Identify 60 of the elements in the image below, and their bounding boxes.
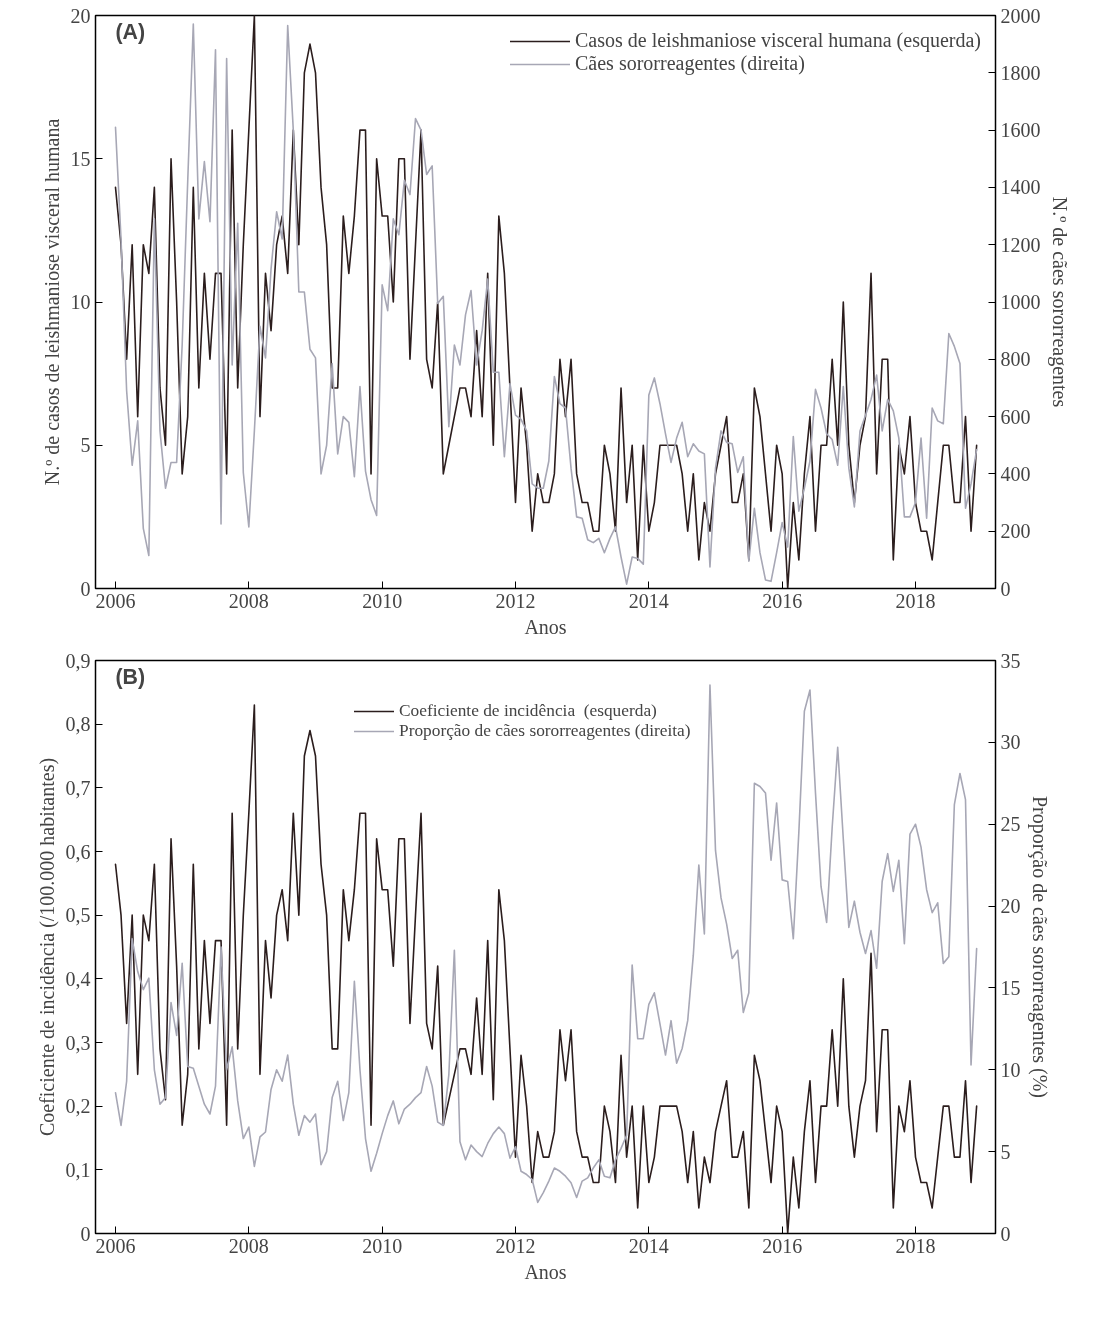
y-tick-label: 15 — [70, 147, 91, 170]
y-tick-label: 0,9 — [65, 649, 91, 672]
y2-axis-title: Proporção de cães sororreagentes (%) — [1027, 795, 1051, 1099]
y-tick-label: 10 — [70, 291, 91, 313]
y2-tick-label: 15 — [1000, 976, 1021, 999]
y2-tick-label: 0 — [1000, 577, 1011, 600]
y2-tick-label: 200 — [1000, 520, 1031, 543]
y2-tick-label: 5 — [1000, 1140, 1011, 1163]
y2-tick-label: 35 — [1000, 649, 1021, 672]
y2-tick-label: 800 — [1000, 348, 1031, 371]
annotation: (A) — [115, 19, 146, 44]
x-axis-title: Anos — [524, 615, 567, 638]
y-tick-label: 0,2 — [65, 1095, 91, 1118]
y-tick-label: 0,7 — [65, 776, 91, 799]
y2-tick-label: 600 — [1000, 405, 1031, 428]
x-tick-label: 2014 — [628, 1234, 669, 1257]
x-tick-label: 2016 — [762, 589, 803, 612]
x-tick-label: 2006 — [95, 589, 136, 612]
y2-tick-label: 1400 — [1000, 176, 1041, 199]
x-tick-label: 2008 — [228, 1234, 269, 1257]
x-axis-title: Anos — [524, 1260, 567, 1283]
x-tick-label: 2014 — [628, 589, 669, 612]
y-tick-label: 0,3 — [65, 1031, 91, 1054]
y-tick-label: 20 — [70, 4, 91, 27]
y-tick-label: 0,5 — [65, 904, 91, 927]
y-tick-label: 5 — [80, 434, 91, 457]
x-tick-label: 2018 — [895, 589, 936, 612]
y2-tick-label: 25 — [1000, 813, 1021, 836]
y2-tick-label: 400 — [1000, 462, 1031, 485]
y2-tick-label: 1200 — [1000, 233, 1041, 256]
x-tick-label: 2012 — [495, 1234, 536, 1257]
y-tick-label: 0 — [80, 1222, 91, 1245]
y2-tick-label: 1600 — [1000, 119, 1041, 142]
y-tick-label: 0,6 — [65, 840, 91, 863]
x-tick-label: 2012 — [495, 589, 536, 612]
x-tick-label: 2016 — [762, 1234, 803, 1257]
y2-tick-label: 1800 — [1000, 61, 1041, 84]
y-axis-title: N.º de casos de leishmaniose visceral humana — [40, 118, 63, 486]
annotation: (B) — [115, 664, 146, 689]
y-tick-label: 0,1 — [65, 1158, 91, 1181]
y2-tick-label: 0 — [1000, 1222, 1011, 1245]
y2-tick-label: 2000 — [1000, 4, 1041, 27]
x-tick-label: 2018 — [895, 1234, 936, 1257]
y2-tick-label: 30 — [1000, 731, 1021, 754]
legend-label: Proporção de cães sororreagentes (direita) — [399, 721, 691, 741]
y2-tick-label: 20 — [1000, 895, 1021, 918]
y-tick-label: 0 — [80, 577, 91, 600]
y2-tick-label: 1000 — [1000, 291, 1041, 313]
legend-label: Coeficiente de incidência (esquerda) — [399, 701, 657, 721]
y-axis-title: Coeficiente de incidência (/100.000 habitantes) — [35, 757, 59, 1137]
legend-label: Casos de leishmaniose visceral humana (esquerda) — [575, 29, 981, 52]
y2-tick-label: 10 — [1000, 1058, 1021, 1081]
y-tick-label: 0,8 — [65, 713, 91, 736]
y-tick-label: 0,4 — [65, 967, 91, 990]
legend-label: Cães sororreagentes (direita) — [575, 52, 805, 75]
x-tick-label: 2006 — [95, 1234, 136, 1257]
x-tick-label: 2010 — [362, 589, 403, 612]
y2-axis-title: N.º de cães sororreagentes — [1047, 196, 1071, 408]
x-tick-label: 2010 — [362, 1234, 403, 1257]
x-tick-label: 2008 — [228, 589, 269, 612]
